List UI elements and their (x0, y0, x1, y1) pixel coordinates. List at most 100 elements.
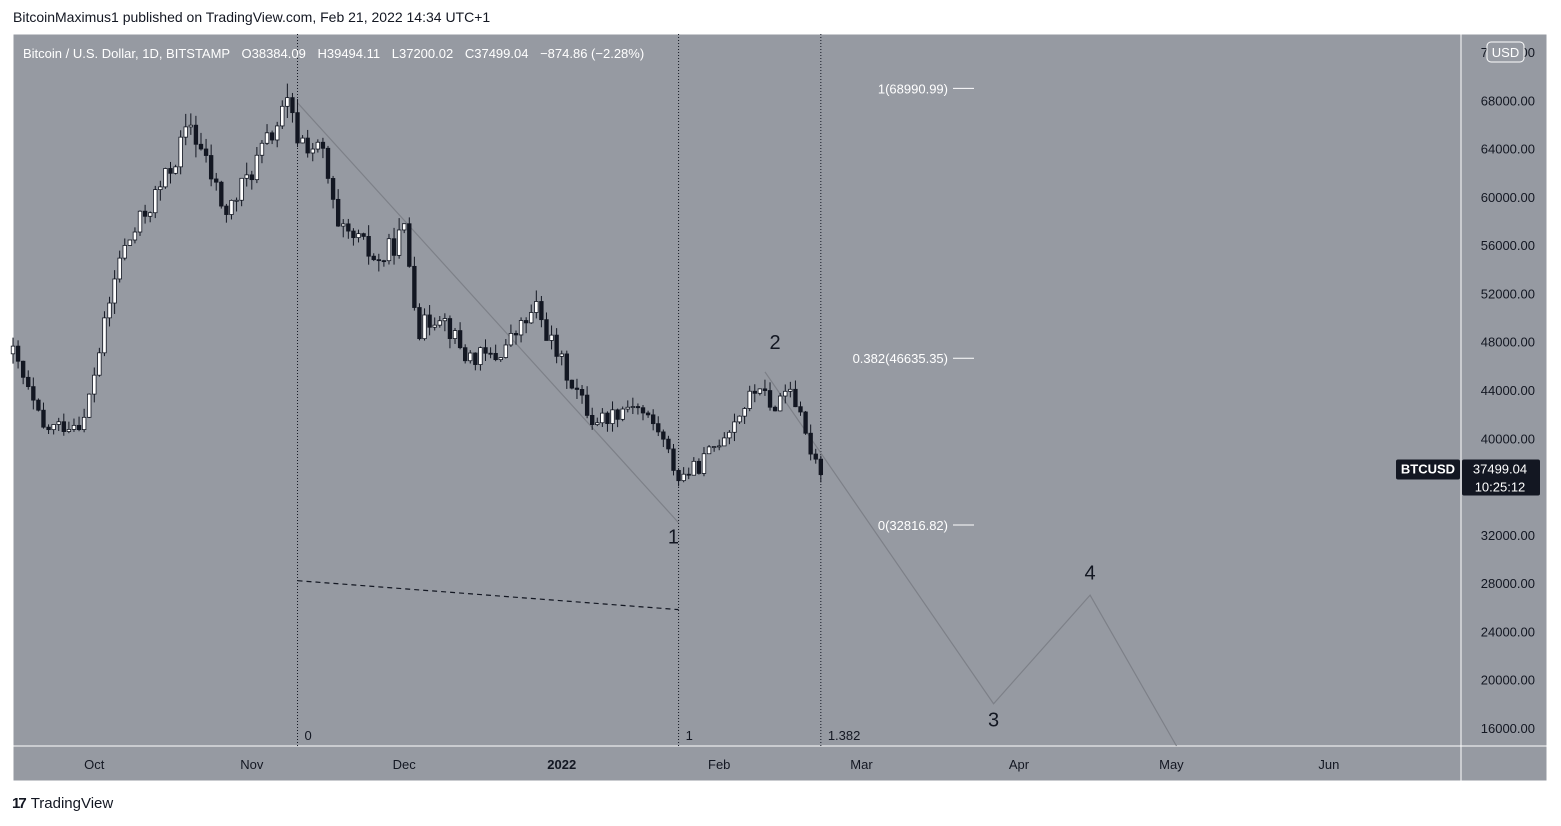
candle-body (554, 334, 559, 357)
candle-body (635, 406, 641, 409)
candle-body (81, 416, 87, 430)
candle-body (661, 431, 666, 440)
candle-body (244, 174, 249, 179)
candle-body (625, 406, 630, 410)
candle-body (31, 386, 36, 401)
candle-body (163, 168, 168, 188)
chart-legend: Bitcoin / U.S. Dollar, 1D, BITSTAMP O383… (23, 46, 644, 61)
candle-body (26, 376, 31, 388)
candle-body (203, 148, 209, 156)
price-tick-label: 60000.00 (1481, 190, 1535, 205)
candle-body (229, 199, 234, 215)
time-tick-label: Apr (1009, 757, 1030, 772)
candle-body (330, 178, 336, 200)
currency-button[interactable]: USD (1486, 41, 1525, 63)
candle-body (391, 238, 397, 256)
candle-body (813, 453, 818, 460)
candle-body (788, 388, 793, 392)
fib-retracement-levels: 1(68990.99) 0.382(46635.35) 0(32816.82) (853, 81, 974, 533)
candle-body (671, 448, 676, 471)
candle-body (335, 198, 341, 227)
candle-body (356, 233, 361, 239)
candle-body (112, 278, 117, 304)
candle-body (310, 148, 315, 154)
legend-low-value: 37200.02 (399, 46, 453, 61)
drawing-lines (297, 102, 1178, 747)
candle-body (132, 231, 138, 241)
candle-body (666, 438, 671, 450)
axis-corner (1461, 746, 1547, 781)
candle-body (757, 388, 763, 394)
candle-body (102, 317, 107, 354)
time-axis[interactable] (13, 746, 1461, 781)
candle-body (818, 458, 824, 476)
candle-body (412, 265, 417, 308)
candle-body (798, 406, 803, 413)
legend-close-value: 37499.04 (474, 46, 528, 61)
wave-label: 3 (988, 710, 999, 732)
candle-body (732, 421, 737, 433)
time-tick-label: Mar (850, 757, 873, 772)
fib-time-label: 0 (305, 728, 312, 743)
wave-label: 4 (1085, 562, 1096, 584)
candle-body (361, 233, 366, 237)
candle-body (137, 210, 143, 233)
wave-label: 2 (770, 332, 781, 354)
candle-body (737, 415, 742, 423)
candle-body (656, 423, 661, 433)
price-tick-label: 68000.00 (1481, 93, 1535, 108)
candle-body (15, 345, 21, 362)
projected-wave-path (764, 371, 1178, 747)
candle-body (300, 137, 305, 144)
legend-low-label: L (392, 46, 399, 61)
candle-body (696, 460, 702, 474)
candle-body (645, 412, 651, 416)
plot-area[interactable] (13, 34, 1461, 746)
candle-body (61, 421, 66, 432)
price-tick-label: 16000.00 (1481, 721, 1535, 736)
candle-body (71, 424, 77, 430)
candle-body (808, 432, 813, 455)
candle-body (610, 409, 615, 424)
candle-body (772, 406, 778, 412)
candle-body (579, 389, 585, 396)
candle-body (442, 318, 448, 322)
candle-body (351, 230, 356, 239)
candle-body (452, 330, 458, 339)
candle-body (325, 147, 331, 179)
wave-count-labels: 1 2 3 4 (668, 332, 1096, 732)
candle-body (539, 301, 544, 321)
price-axis[interactable] (1461, 34, 1547, 746)
candle-body (366, 236, 371, 257)
candle-body (198, 143, 204, 150)
candle-body (605, 412, 610, 424)
candle-body (127, 239, 133, 246)
candle-body (208, 155, 214, 180)
candle-body (295, 112, 300, 144)
candle-body (600, 412, 605, 424)
candle-body (569, 379, 575, 389)
candle-body (747, 390, 752, 409)
candle-body (290, 97, 295, 114)
candle-body (305, 137, 310, 154)
footer-branding: 17 TradingView (12, 795, 113, 812)
candle-body (473, 352, 478, 365)
candle-body (650, 414, 656, 425)
candle-body (630, 406, 636, 408)
price-tick-label: 20000.00 (1481, 673, 1535, 688)
candle-body (122, 245, 127, 259)
candle-body (803, 411, 808, 434)
fib-level-label: 0.382(46635.35) (853, 351, 948, 366)
price-tick-label: 40000.00 (1481, 431, 1535, 446)
candle-body (549, 334, 554, 341)
candle-body (417, 307, 422, 340)
candle-body (188, 124, 194, 128)
time-axis-labels: Oct Nov Dec 2022 Feb Mar Apr May Jun (84, 757, 1339, 772)
candle-body (468, 352, 473, 362)
time-tick-label: Oct (84, 757, 105, 772)
price-tick-label: 24000.00 (1481, 624, 1535, 639)
candle-body (488, 352, 493, 355)
candle-body (153, 189, 158, 214)
candlestick-series (10, 83, 824, 487)
candle-body (224, 205, 229, 215)
